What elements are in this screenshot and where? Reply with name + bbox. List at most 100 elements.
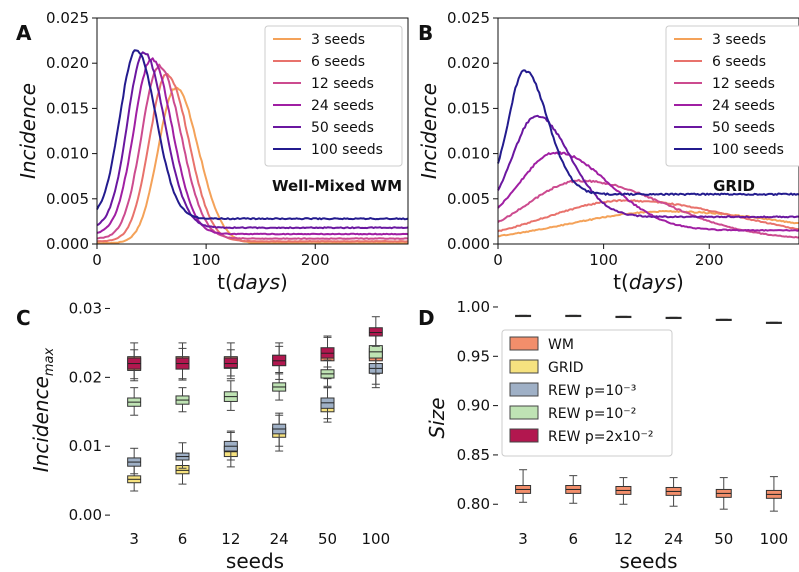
legend-label: 6 seeds (712, 54, 766, 70)
legend-swatch (509, 336, 539, 351)
box-plot (272, 372, 287, 401)
legend-label: 24 seeds (311, 98, 374, 114)
box-plot (223, 430, 238, 461)
y-tick-label: 0.025 (447, 9, 490, 27)
annotation-a: Well-Mixed WM (272, 177, 402, 195)
x-tick-label: 24 (664, 530, 683, 548)
box-plot (320, 387, 335, 420)
legend-label: 100 seeds (311, 142, 383, 158)
series-line (497, 69, 799, 196)
x-axis-label-a: t(days) (217, 270, 288, 294)
box-plot (127, 447, 142, 475)
y-tick-label: 1.00 (457, 298, 490, 316)
box-plot (665, 316, 682, 320)
legend-swatch (509, 405, 539, 420)
series-line (497, 151, 799, 232)
legend-label: REW p=10⁻² (548, 406, 636, 422)
y-tick-label: 0.025 (46, 9, 89, 27)
legend-swatch (509, 382, 539, 397)
legend-label: 50 seeds (712, 120, 775, 136)
box-plot (715, 477, 732, 510)
x-axis-label-b: t(days) (613, 270, 684, 294)
legend-label: REW p=10⁻³ (548, 383, 636, 399)
y-tick-label: 0.01 (69, 437, 102, 455)
x-tick-label: 3 (129, 530, 139, 548)
y-axis-label-c: Incidencemax (29, 347, 57, 472)
x-tick-label: 12 (614, 530, 633, 548)
box-plot (615, 315, 632, 319)
y-tick-label: 0.02 (69, 368, 102, 386)
box-plot (665, 477, 682, 507)
box-plot (565, 475, 582, 504)
panel-label-a: A (16, 21, 32, 45)
y-tick-label: 0.80 (457, 495, 490, 513)
box-plot (765, 321, 782, 324)
legend-label: 50 seeds (311, 120, 374, 136)
panel-c: C 0.00 0.01 0.02 0.03 3 6 12 24 50 100 Incidence… (16, 299, 390, 572)
box-plot (175, 347, 190, 380)
legend-label: 3 seeds (311, 32, 365, 48)
x-tick-label: 12 (221, 530, 240, 548)
legend-b: 3 seeds 6 seeds 12 seeds 24 seeds 50 seeds 10… (665, 25, 799, 167)
box-plot (175, 387, 190, 413)
box-plot (615, 477, 632, 505)
panel-label-d: D (418, 306, 435, 330)
legend-label: 12 seeds (712, 76, 775, 92)
box-plot (127, 387, 142, 416)
x-tick-label: 0 (493, 251, 503, 269)
legend-label: 3 seeds (712, 32, 766, 48)
panel-d: D 0.800.850.900.951.00 3 6 12 24 50 100 Size … (418, 298, 788, 572)
x-axis-label-c: seeds (226, 549, 284, 572)
box-plot (368, 332, 383, 375)
box-plot (368, 316, 383, 347)
x-tick-label: 200 (301, 251, 330, 269)
series-line (497, 178, 799, 239)
y-tick-label: 0.00 (69, 506, 102, 524)
legend-swatch (509, 359, 539, 374)
x-tick-label: 24 (270, 530, 289, 548)
x-tick-label: 3 (518, 530, 528, 548)
panel-b: B 0.000 0.005 0.010 0.015 0.020 0.025 0 100 200… (417, 9, 799, 294)
x-tick-label: 50 (318, 530, 337, 548)
box-plot (175, 442, 190, 469)
legend-frame (501, 329, 673, 457)
box-plot (765, 476, 782, 512)
box-plot (515, 469, 532, 503)
series-line (96, 73, 409, 243)
legend-label: WM (548, 337, 574, 353)
y-axis-label-d: Size (425, 397, 449, 438)
x-tick-label: 0 (92, 251, 102, 269)
panel-label-c: C (16, 306, 31, 330)
y-tick-label: 0.020 (447, 54, 490, 72)
x-tick-label: 50 (714, 530, 733, 548)
panel-a: A 0.000 0.005 0.010 0.015 0.020 0.025 0 100 200… (16, 9, 409, 294)
y-axis-label-b: Incidence (417, 83, 441, 179)
legend-label: REW p=2x10⁻² (548, 429, 654, 445)
series-line (497, 199, 799, 233)
y-tick-label: 0.010 (46, 145, 89, 163)
box-plot (320, 336, 335, 368)
series-line (96, 51, 409, 230)
y-tick-label: 0.85 (457, 446, 490, 464)
x-tick-label: 200 (695, 251, 724, 269)
legend-label: 12 seeds (311, 76, 374, 92)
annotation-b: GRID (713, 177, 755, 195)
x-tick-label: 100 (362, 530, 391, 548)
legend-a: 3 seeds 6 seeds 12 seeds 24 seeds 50 seeds 10… (264, 25, 403, 167)
box-plot (320, 359, 335, 387)
legend-label: 24 seeds (712, 98, 775, 114)
x-axis-label-d: seeds (619, 549, 677, 572)
box-plot (715, 318, 732, 322)
y-tick-label: 0.000 (447, 235, 490, 253)
box-plot (223, 380, 238, 411)
box-plot (565, 314, 582, 318)
x-tick-label: 6 (568, 530, 578, 548)
x-tick-label: 100 (589, 251, 618, 269)
y-axis-label-a: Incidence (16, 83, 40, 179)
plot-frame-b (497, 17, 799, 245)
series-line (96, 86, 409, 245)
legend-label: 6 seeds (311, 54, 365, 70)
legend-label: GRID (548, 360, 584, 376)
box-plot (272, 345, 287, 375)
